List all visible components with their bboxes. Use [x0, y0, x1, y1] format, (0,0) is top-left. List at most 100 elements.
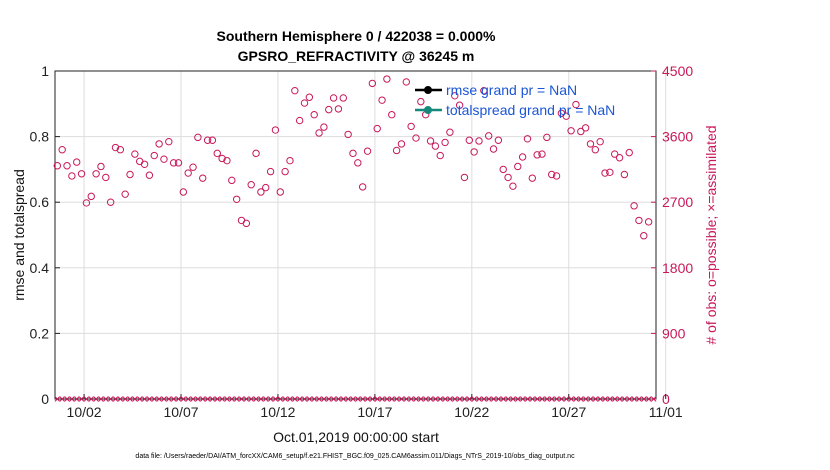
right-axis: 09001800270036004500: [651, 63, 693, 407]
possible-obs-point: [271, 126, 280, 134]
possible-obs-point: [82, 199, 91, 207]
cross-stroke: [253, 396, 259, 402]
cross-stroke: [306, 396, 313, 402]
left-tick-label: 0.4: [30, 260, 50, 276]
possible-obs-point: [194, 133, 202, 142]
possible-obs-point: [383, 75, 391, 83]
possible-obs-point: [150, 151, 158, 160]
possible-obs-point: [262, 183, 270, 192]
cross-stroke: [529, 396, 536, 402]
cross-stroke: [442, 396, 448, 402]
assimilated-obs-point: [200, 396, 206, 402]
assimilated-obs-point: [78, 396, 85, 402]
legend-rmse-marker: [424, 86, 432, 94]
possible-obs-point: [232, 195, 241, 203]
right-tick-label: 1800: [662, 260, 693, 276]
assimilated-obs-point: [403, 396, 410, 402]
chart-title-line1: Southern Hemisphere 0 / 422038 = 0.000%: [217, 28, 497, 44]
assimilated-obs-point: [355, 396, 361, 402]
assimilated-obs-point: [500, 396, 507, 402]
possible-obs-point: [300, 99, 309, 107]
cross-stroke: [539, 396, 545, 402]
possible-obs-point: [252, 149, 260, 158]
assimilated-obs-point: [432, 396, 439, 402]
right-axis-label: # of obs: o=possible; ×=assimilated: [703, 125, 719, 344]
assimilated-obs-point: [364, 396, 371, 402]
cross-stroke: [510, 396, 516, 402]
cross-stroke: [641, 396, 647, 402]
cross-stroke: [495, 396, 502, 402]
possible-obs-point: [295, 116, 304, 125]
cross-stroke: [287, 396, 293, 402]
possible-obs-point: [92, 170, 100, 178]
cross-stroke: [650, 396, 657, 402]
cross-stroke: [321, 396, 327, 402]
cross-stroke: [330, 396, 337, 402]
possible-obs-point: [53, 162, 62, 170]
possible-obs-point: [174, 159, 183, 167]
cross-stroke: [316, 396, 322, 402]
cross-stroke: [360, 396, 366, 402]
possible-obs-point: [625, 148, 633, 157]
cross-stroke: [233, 396, 240, 402]
possible-obs-point: [242, 219, 251, 228]
possible-obs-point: [528, 174, 537, 182]
left-tick-label: 0.8: [30, 129, 50, 145]
cross-stroke: [190, 396, 196, 402]
assimilated-obs-point: [204, 396, 211, 402]
assimilated-obs-point: [190, 396, 196, 402]
assimilated-obs-point: [88, 396, 95, 402]
assimilated-obs-point: [151, 396, 158, 402]
assimilated-obs-point: [296, 396, 303, 402]
cross-stroke: [418, 396, 424, 402]
assimilated-obs-point: [510, 396, 516, 402]
possible-obs-point: [518, 153, 527, 161]
cross-stroke: [161, 396, 167, 402]
cross-stroke: [69, 396, 75, 402]
possible-obs-point: [606, 168, 614, 177]
left-tick-label: 0.6: [30, 194, 50, 210]
possible-obs-point: [572, 100, 580, 109]
cross-stroke: [277, 396, 284, 402]
possible-obs-point: [169, 159, 178, 167]
cross-stroke: [93, 396, 99, 402]
cross-stroke: [204, 396, 211, 402]
possible-obs-point: [218, 154, 226, 163]
cross-stroke: [408, 396, 415, 402]
assimilated-obs-point: [456, 396, 463, 402]
cross-stroke: [272, 396, 279, 402]
assimilated-obs-point: [612, 396, 618, 402]
cross-stroke: [646, 396, 652, 402]
assimilated-obs-point: [447, 396, 453, 402]
possible-obs-point: [596, 138, 604, 146]
assimilated-obs-point: [209, 396, 216, 402]
possible-obs-point: [552, 172, 561, 180]
cross-stroke: [524, 396, 531, 402]
left-tick-label: 0.2: [30, 325, 50, 341]
assimilated-obs-point: [335, 396, 342, 402]
assimilated-obs-point: [607, 396, 613, 402]
cross-stroke: [558, 396, 565, 402]
assimilated-obs-point: [481, 396, 487, 402]
possible-obs-point: [504, 173, 512, 182]
possible-obs-point: [58, 146, 66, 154]
cross-stroke: [549, 396, 555, 402]
cross-stroke: [263, 396, 269, 402]
cross-stroke: [195, 396, 201, 402]
possible-obs-point: [611, 150, 619, 158]
assimilated-obs-point: [592, 396, 599, 402]
assimilated-obs-point: [107, 396, 114, 402]
assimilated-obs-point: [379, 396, 385, 402]
cross-stroke: [544, 396, 550, 402]
cross-stroke: [64, 396, 70, 402]
assimilated-obs-point: [258, 396, 264, 402]
possible-obs-point: [106, 198, 115, 206]
possible-obs-point: [431, 142, 440, 150]
possible-obs-point: [179, 188, 188, 196]
cross-stroke: [54, 396, 61, 402]
cross-stroke: [413, 396, 419, 402]
cross-stroke: [505, 396, 511, 402]
possible-obs-point: [567, 127, 575, 135]
possible-obs-point: [63, 162, 71, 170]
possible-obs-point: [184, 169, 192, 177]
